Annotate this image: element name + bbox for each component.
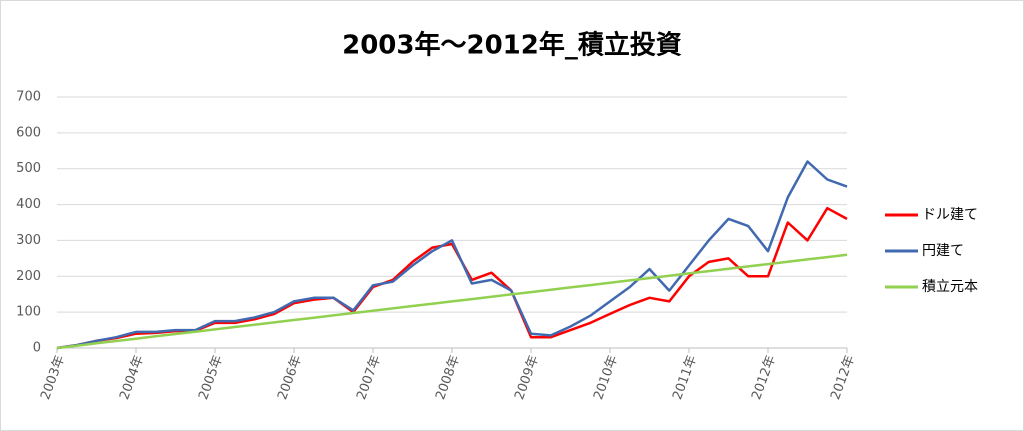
y-tick-label: 400 <box>16 197 41 212</box>
y-tick-label: 200 <box>16 269 41 284</box>
legend-label: ドル建て <box>922 207 978 223</box>
series-line <box>56 160 848 350</box>
legend-label: 円建て <box>922 243 964 259</box>
y-tick-label: 0 <box>33 341 41 356</box>
series-line <box>56 253 848 350</box>
y-tick-label: 600 <box>16 125 41 140</box>
y-tick-label: 500 <box>16 161 41 176</box>
y-tick-label: 300 <box>16 233 41 248</box>
chart-title: 2003年～2012年_積立投資 <box>342 30 682 61</box>
y-tick-label: 700 <box>16 90 41 105</box>
legend-label: 積立元本 <box>922 279 978 295</box>
y-tick-label: 100 <box>16 305 41 320</box>
